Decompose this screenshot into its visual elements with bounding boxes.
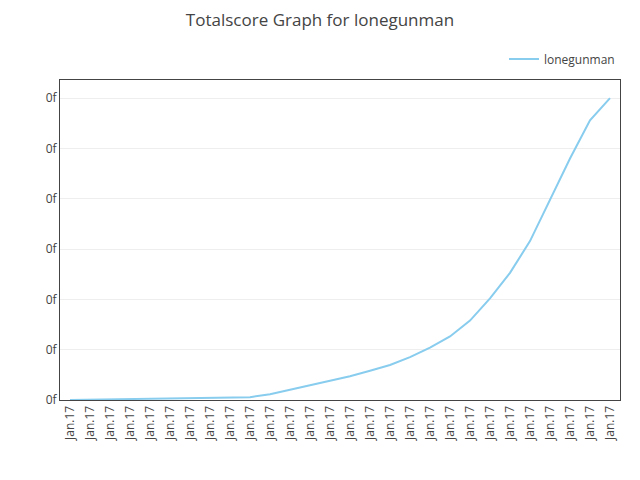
- svg-text:Jan.17: Jan.17: [361, 406, 378, 441]
- svg-text:Jan.17: Jan.17: [481, 406, 498, 441]
- svg-text:Jan.17: Jan.17: [81, 406, 98, 441]
- svg-text:0f: 0f: [46, 341, 58, 358]
- svg-text:0f: 0f: [46, 391, 58, 408]
- svg-text:Jan.17: Jan.17: [421, 406, 438, 441]
- svg-text:Jan.17: Jan.17: [261, 406, 278, 441]
- svg-text:Jan.17: Jan.17: [141, 406, 158, 441]
- svg-text:Jan.17: Jan.17: [581, 406, 598, 441]
- svg-text:0f: 0f: [46, 291, 58, 308]
- svg-text:Jan.17: Jan.17: [401, 406, 418, 441]
- svg-text:Jan.17: Jan.17: [521, 406, 538, 441]
- svg-text:Jan.17: Jan.17: [181, 406, 198, 441]
- svg-text:0f: 0f: [46, 89, 58, 106]
- svg-text:Jan.17: Jan.17: [161, 406, 178, 441]
- svg-text:Jan.17: Jan.17: [441, 406, 458, 441]
- svg-text:Jan.17: Jan.17: [101, 406, 118, 441]
- svg-text:Jan.17: Jan.17: [501, 406, 518, 441]
- svg-text:Jan.17: Jan.17: [541, 406, 558, 441]
- svg-text:Jan.17: Jan.17: [341, 406, 358, 441]
- svg-text:Jan.17: Jan.17: [561, 406, 578, 441]
- svg-text:0f: 0f: [46, 190, 58, 207]
- svg-text:Jan.17: Jan.17: [121, 406, 138, 441]
- svg-text:Jan.17: Jan.17: [241, 406, 258, 441]
- svg-text:Jan.17: Jan.17: [281, 406, 298, 441]
- svg-text:Jan.17: Jan.17: [461, 406, 478, 441]
- svg-text:0f: 0f: [46, 240, 58, 257]
- svg-text:Jan.17: Jan.17: [321, 406, 338, 441]
- svg-text:Jan.17: Jan.17: [201, 406, 218, 441]
- svg-text:Jan.17: Jan.17: [381, 406, 398, 441]
- svg-text:lonegunman: lonegunman: [544, 51, 615, 68]
- svg-text:0f: 0f: [46, 140, 58, 157]
- svg-text:Jan.17: Jan.17: [301, 406, 318, 441]
- svg-text:Jan.17: Jan.17: [61, 406, 78, 441]
- svg-text:Totalscore Graph for lonegunma: Totalscore Graph for lonegunman: [186, 8, 454, 31]
- svg-text:Jan.17: Jan.17: [221, 406, 238, 441]
- svg-text:Jan.17: Jan.17: [601, 406, 618, 441]
